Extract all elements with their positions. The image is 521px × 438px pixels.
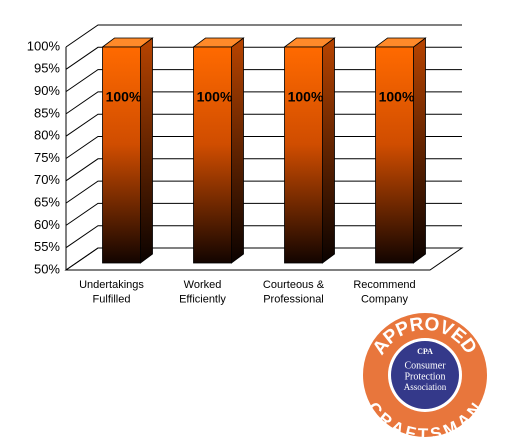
bar	[284, 46, 323, 264]
bar	[193, 46, 232, 264]
grid-line	[65, 46, 462, 70]
y-tick-label: 100%	[27, 38, 61, 53]
y-tick-label: 65%	[34, 195, 60, 210]
grid-line	[65, 91, 462, 115]
grid-line	[65, 202, 462, 226]
bar-side	[322, 37, 335, 264]
grid-line	[65, 225, 462, 249]
grid-line	[65, 180, 462, 204]
bar-side	[413, 37, 426, 264]
y-tick-label: 60%	[34, 217, 60, 232]
value-label: 100%	[379, 89, 415, 105]
bar-side	[231, 37, 244, 264]
grid-line	[65, 247, 462, 271]
bar	[375, 46, 414, 264]
grid-line	[65, 69, 462, 93]
y-tick-label: 95%	[34, 61, 60, 76]
x-tick-label: Recommend Company	[353, 279, 415, 305]
approved-badge: APPROVED CRAFTSMAN CPA Consumer Protecti…	[363, 313, 487, 438]
badge-line: Protection	[404, 371, 445, 382]
grid-line	[65, 24, 462, 48]
y-tick-label: 70%	[34, 172, 60, 187]
y-tick-label: 55%	[34, 239, 60, 254]
plot-area: 50% 55% 60% 65% 70% 75% 80% 85% 90% 95% 100% Undert…	[27, 24, 464, 305]
bar-side	[140, 37, 153, 264]
x-tick-label: Courteous & Professional	[263, 279, 325, 305]
badge-line: Consumer	[404, 360, 446, 371]
x-tick-label: Undertakings Fulfilled	[79, 279, 144, 305]
x-tick-label: Worked Efficiently	[179, 279, 226, 305]
y-tick-label: 85%	[34, 105, 60, 120]
y-tick-label: 90%	[34, 83, 60, 98]
y-tick-label: 75%	[34, 150, 60, 165]
y-tick-label: 50%	[34, 261, 60, 276]
grid-line	[65, 113, 462, 137]
value-label: 100%	[288, 89, 324, 105]
badge-line: Association	[404, 382, 447, 392]
value-label: 100%	[197, 89, 233, 105]
y-tick-label: 80%	[34, 128, 60, 143]
value-label: 100%	[106, 89, 142, 105]
grid-line	[65, 158, 462, 182]
bar	[102, 46, 141, 264]
badge-abbr: CPA	[417, 347, 433, 356]
badge-center	[391, 341, 459, 409]
grid-line	[65, 136, 462, 159]
